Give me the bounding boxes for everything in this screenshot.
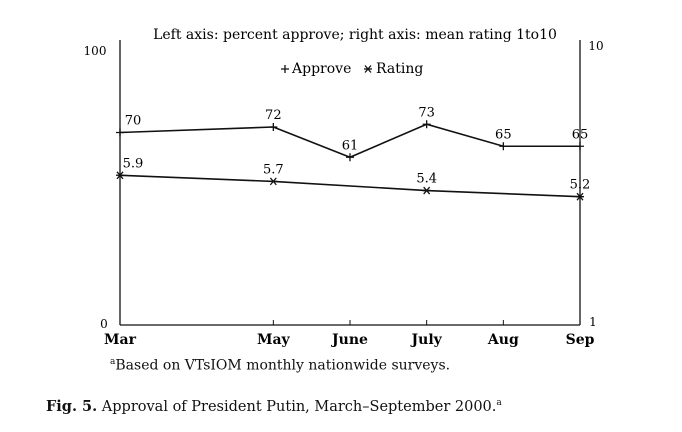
footnote-text: Based on VTsIOM monthly nationwide surve…	[115, 357, 451, 374]
footnote-marker: a	[110, 357, 116, 367]
figure-caption: Fig. 5. Approval of President Putin, Mar…	[46, 398, 502, 415]
x-tick-label: Sep	[566, 332, 595, 348]
approve-data-label: 70	[125, 114, 142, 129]
chart-title: Left axis: percent approve; right axis: …	[153, 27, 557, 43]
approve-point	[116, 128, 124, 137]
rating-data-label: 5.9	[123, 156, 144, 171]
right-axis-tick-min: 1	[589, 315, 597, 329]
x-tick-label: June	[330, 332, 368, 348]
approve-data-label: 73	[418, 105, 435, 120]
legend-rating-marker	[364, 65, 372, 73]
approve-point	[576, 142, 584, 151]
rating-data-label: 5.4	[416, 172, 437, 187]
left-axis-tick-min: 0	[100, 317, 108, 331]
caption-label: Fig. 5.	[46, 398, 98, 415]
right-axis-tick-max: 10	[588, 39, 603, 53]
x-tick-label: Aug	[487, 332, 519, 348]
series-line-approve	[119, 123, 580, 159]
caption-text: Approval of President Putin, March–Septe…	[101, 399, 497, 415]
legend-rating-label: Rating	[376, 61, 423, 77]
legend-approve-label: Approve	[291, 61, 351, 77]
approve-point	[269, 123, 278, 131]
x-tick-label: May	[257, 332, 291, 348]
approve-point	[499, 142, 508, 151]
series-line-rating	[119, 174, 581, 198]
rating-point	[422, 186, 431, 195]
x-tick-label: Mar	[104, 332, 137, 348]
approve-data-label: 72	[265, 108, 282, 123]
approve-data-label: 65	[495, 127, 512, 142]
footnote: aBased on VTsIOM monthly nationwide surv…	[110, 357, 450, 374]
x-tick-label: July	[410, 332, 443, 348]
rating-point	[116, 171, 124, 180]
legend-approve-marker	[281, 65, 289, 73]
approve-point	[346, 153, 354, 162]
rating-point	[576, 192, 584, 201]
rating-data-label: 5.2	[570, 178, 591, 193]
approve-data-label: 65	[572, 127, 589, 142]
caption-marker: a	[496, 398, 502, 409]
chart-svg: Left axis: percent approve; right axis: …	[84, 27, 604, 348]
approve-point	[422, 120, 431, 129]
approve-data-label: 61	[342, 138, 359, 153]
rating-point	[269, 177, 278, 186]
rating-data-label: 5.7	[263, 162, 284, 177]
left-axis-tick-max: 100	[84, 44, 107, 58]
